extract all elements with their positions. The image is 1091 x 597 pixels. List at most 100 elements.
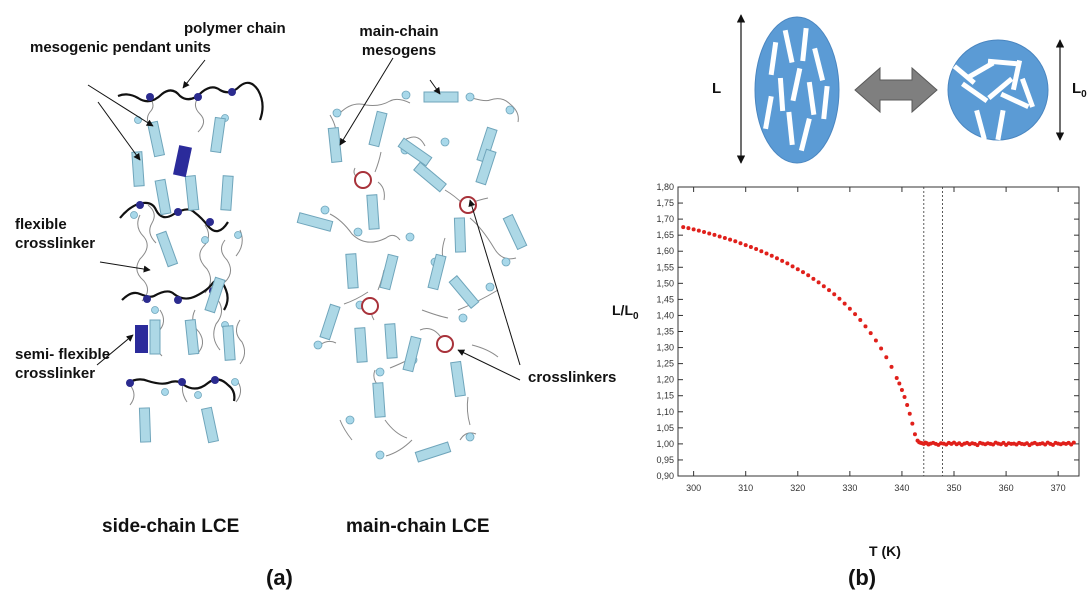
- main-chain-network: [296, 90, 528, 463]
- data-point: [754, 246, 759, 251]
- y-tick-label: 1,35: [656, 327, 674, 337]
- data-point: [884, 355, 889, 360]
- data-point: [681, 225, 686, 230]
- y-tick-label: 1,30: [656, 343, 674, 353]
- x-tick-label: 310: [738, 483, 753, 493]
- y-tick-label: 1,15: [656, 391, 674, 401]
- y-tick-label: 1,20: [656, 375, 674, 385]
- y-tick-label: 1,00: [656, 439, 674, 449]
- data-point: [863, 324, 868, 329]
- plot-frame: [677, 186, 1080, 477]
- panel-label-a: (a): [266, 565, 293, 590]
- x-tick-label: 300: [686, 483, 701, 493]
- data-point: [879, 346, 884, 351]
- isotropic-rods: [952, 58, 1035, 141]
- label-length-l0: L0: [1072, 80, 1087, 100]
- y-tick-label: 1,75: [656, 198, 674, 208]
- data-point: [837, 296, 842, 301]
- data-point: [889, 364, 894, 369]
- data-point: [728, 237, 733, 242]
- y-tick-label: 1,50: [656, 278, 674, 288]
- y-tick-label: 1,70: [656, 214, 674, 224]
- data-point: [790, 264, 795, 269]
- label-crosslinkers: crosslinkers: [528, 369, 617, 386]
- x-tick-label: 340: [894, 483, 909, 493]
- y-tick-label: 1,55: [656, 262, 674, 272]
- label-polymer-chain: polymer chain: [184, 20, 286, 37]
- y-tick-label: 1,65: [656, 230, 674, 240]
- data-point: [912, 432, 917, 437]
- x-tick-label: 360: [999, 483, 1014, 493]
- length-ratio-chart: 300 310 320 330 340 350 360 370 0,90 0,95 1,00 1,05…: [656, 182, 1080, 493]
- x-axis-title: T (K): [869, 543, 901, 559]
- data-point: [774, 256, 779, 261]
- y-tick-label: 1,25: [656, 359, 674, 369]
- y-tick-label: 0,95: [656, 455, 674, 465]
- data-point: [858, 317, 863, 322]
- data-point: [842, 301, 847, 306]
- data-point: [868, 331, 873, 336]
- label-length-l: L: [712, 80, 722, 97]
- label-flexible-crosslinker: flexible crosslinker: [15, 216, 96, 252]
- caption-main-chain-lce: main-chain LCE: [346, 516, 490, 537]
- data-point: [691, 227, 696, 232]
- data-point: [712, 232, 717, 237]
- data-point: [902, 395, 907, 400]
- y-tick-label: 1,60: [656, 246, 674, 256]
- caption-side-chain-lce: side-chain LCE: [102, 516, 240, 537]
- side-chain-network: [117, 81, 264, 444]
- data-point: [816, 280, 821, 285]
- y-tick-label: 1,45: [656, 294, 674, 304]
- x-tick-label: 370: [1051, 483, 1066, 493]
- data-point: [738, 241, 743, 246]
- data-point: [702, 229, 707, 234]
- data-point: [722, 236, 727, 241]
- data-point: [759, 249, 764, 254]
- x-tick-label: 320: [790, 483, 805, 493]
- x-tick-label: 350: [946, 483, 961, 493]
- data-point: [821, 284, 826, 289]
- data-point: [743, 243, 748, 248]
- data-point: [785, 261, 790, 266]
- data-point: [975, 443, 980, 448]
- data-point: [811, 276, 816, 281]
- data-point: [873, 338, 878, 343]
- data-point: [780, 258, 785, 263]
- data-point: [764, 251, 769, 256]
- data-point: [897, 381, 902, 386]
- double-arrow: [854, 66, 938, 114]
- data-point: [1071, 440, 1076, 445]
- y-tick-label: 1,05: [656, 423, 674, 433]
- label-mesogenic-pendant-units: mesogenic pendant units: [30, 39, 211, 56]
- label-semi-flexible-crosslinker: semi- flexible crosslinker: [15, 346, 111, 382]
- data-point: [907, 411, 912, 416]
- y-tick-label: 1,80: [656, 182, 674, 192]
- y-tick-label: 1,40: [656, 310, 674, 320]
- data-point: [853, 312, 858, 317]
- data-point: [696, 228, 701, 233]
- data-point: [832, 292, 837, 297]
- data-point: [899, 387, 904, 392]
- y-axis-title: L/L0: [612, 302, 639, 322]
- data-point: [686, 226, 691, 231]
- panel-label-b: (b): [848, 565, 877, 590]
- nematic-rods: [763, 27, 830, 152]
- annotation-arrows: [87, 57, 521, 381]
- data-point: [748, 245, 753, 250]
- label-main-chain-mesogens: main-chain mesogens: [359, 23, 439, 59]
- data-point: [795, 267, 800, 272]
- y-tick-label: 0,90: [656, 471, 674, 481]
- data-point: [847, 306, 852, 311]
- data-point: [717, 234, 722, 239]
- data-point: [707, 231, 712, 236]
- data-point: [806, 273, 811, 278]
- data-point: [910, 421, 915, 426]
- data-point: [733, 239, 738, 244]
- data-point: [894, 376, 899, 381]
- y-tick-label: 1,10: [656, 407, 674, 417]
- nematic-isotropic-schematic: [736, 14, 1065, 164]
- data-point: [905, 403, 910, 408]
- data-point: [769, 253, 774, 258]
